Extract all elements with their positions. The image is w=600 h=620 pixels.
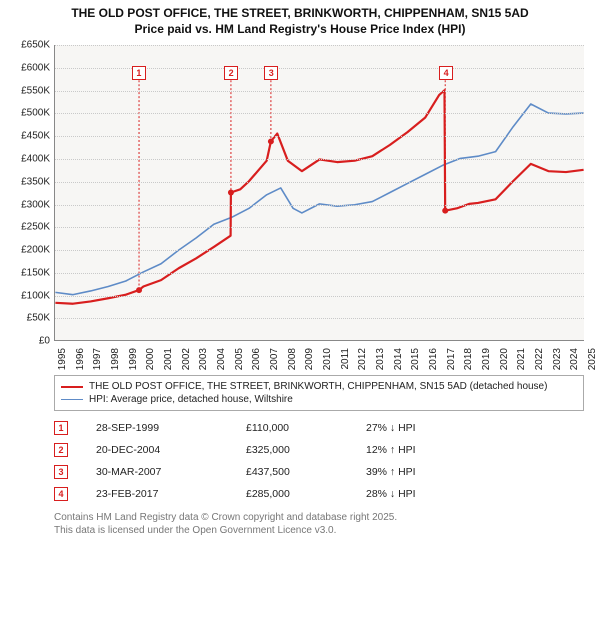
legend-label: THE OLD POST OFFICE, THE STREET, BRINKWO… — [89, 381, 547, 392]
sale-row-marker: 3 — [54, 465, 68, 479]
sale-row: 1 28-SEP-1999£110,00027% ↓ HPI — [54, 417, 590, 439]
x-axis-label: 1995 — [57, 348, 68, 378]
x-axis-label: 2011 — [340, 348, 351, 378]
x-axis-label: 2018 — [463, 348, 474, 378]
y-axis-label: £50K — [10, 313, 50, 324]
x-axis-label: 2002 — [181, 348, 192, 378]
x-axis-label: 2010 — [322, 348, 333, 378]
x-axis-label: 2003 — [198, 348, 209, 378]
footer-attribution: Contains HM Land Registry data © Crown c… — [54, 511, 590, 537]
sale-price: £325,000 — [246, 444, 366, 456]
sale-marker: 4 — [439, 66, 453, 80]
y-axis-label: £600K — [10, 62, 50, 73]
x-axis-label: 2015 — [410, 348, 421, 378]
sale-date: 20-DEC-2004 — [96, 444, 246, 456]
x-axis-label: 2024 — [569, 348, 580, 378]
sale-price: £110,000 — [246, 422, 366, 434]
sale-price: £437,500 — [246, 466, 366, 478]
legend-row: THE OLD POST OFFICE, THE STREET, BRINKWO… — [61, 380, 577, 393]
sale-row: 2 20-DEC-2004£325,00012% ↑ HPI — [54, 439, 590, 461]
y-axis-label: £450K — [10, 131, 50, 142]
x-axis-label: 2022 — [534, 348, 545, 378]
x-axis-label: 1997 — [92, 348, 103, 378]
sale-row-marker: 4 — [54, 487, 68, 501]
x-axis-label: 2008 — [287, 348, 298, 378]
sale-row-marker: 1 — [54, 421, 68, 435]
x-axis-label: 1998 — [110, 348, 121, 378]
legend-label: HPI: Average price, detached house, Wilt… — [89, 394, 293, 405]
chart-title: THE OLD POST OFFICE, THE STREET, BRINKWO… — [10, 6, 590, 37]
chart: 1 2 3 4 £0 £50K £100K £150K £200K £250K £300K £350… — [10, 41, 590, 371]
sale-row-marker: 2 — [54, 443, 68, 457]
x-axis-label: 2014 — [393, 348, 404, 378]
sale-date: 23-FEB-2017 — [96, 488, 246, 500]
sales-table: 1 28-SEP-1999£110,00027% ↓ HPI 2 20-DEC-200… — [54, 417, 590, 505]
x-axis-label: 2000 — [145, 348, 156, 378]
x-axis-label: 2021 — [516, 348, 527, 378]
y-axis-label: £650K — [10, 40, 50, 51]
y-axis-label: £550K — [10, 85, 50, 96]
x-axis-label: 2025 — [587, 348, 598, 378]
x-axis-label: 2017 — [446, 348, 457, 378]
legend: THE OLD POST OFFICE, THE STREET, BRINKWO… — [54, 375, 584, 411]
x-axis-label: 2020 — [499, 348, 510, 378]
x-axis-label: 2007 — [269, 348, 280, 378]
x-axis-label: 1996 — [75, 348, 86, 378]
y-axis-label: £200K — [10, 245, 50, 256]
y-axis-label: £500K — [10, 108, 50, 119]
x-axis-label: 2013 — [375, 348, 386, 378]
sale-delta: 39% ↑ HPI — [366, 466, 486, 478]
legend-row: HPI: Average price, detached house, Wilt… — [61, 393, 577, 406]
x-axis-label: 1999 — [128, 348, 139, 378]
sale-delta: 28% ↓ HPI — [366, 488, 486, 500]
sale-marker: 2 — [224, 66, 238, 80]
sale-delta: 27% ↓ HPI — [366, 422, 486, 434]
sale-price: £285,000 — [246, 488, 366, 500]
sale-delta: 12% ↑ HPI — [366, 444, 486, 456]
y-axis-label: £300K — [10, 199, 50, 210]
sale-date: 30-MAR-2007 — [96, 466, 246, 478]
x-axis-label: 2012 — [357, 348, 368, 378]
title-line-1: THE OLD POST OFFICE, THE STREET, BRINKWO… — [10, 6, 590, 22]
x-axis-label: 2004 — [216, 348, 227, 378]
title-line-2: Price paid vs. HM Land Registry's House … — [10, 22, 590, 38]
y-axis-label: £400K — [10, 154, 50, 165]
y-axis-label: £100K — [10, 290, 50, 301]
legend-swatch — [61, 399, 83, 400]
footer-line-2: This data is licensed under the Open Gov… — [54, 524, 590, 537]
y-axis-label: £0 — [10, 336, 50, 347]
x-axis-label: 2001 — [163, 348, 174, 378]
x-axis-label: 2005 — [234, 348, 245, 378]
plot-area: 1 2 3 4 — [54, 45, 584, 341]
y-axis-label: £150K — [10, 267, 50, 278]
x-axis-label: 2023 — [552, 348, 563, 378]
x-axis-label: 2016 — [428, 348, 439, 378]
x-axis-label: 2009 — [304, 348, 315, 378]
footer-line-1: Contains HM Land Registry data © Crown c… — [54, 511, 590, 524]
x-axis-label: 2019 — [481, 348, 492, 378]
sale-marker: 3 — [264, 66, 278, 80]
sale-marker: 1 — [132, 66, 146, 80]
x-axis-label: 2006 — [251, 348, 262, 378]
sale-date: 28-SEP-1999 — [96, 422, 246, 434]
sale-row: 4 23-FEB-2017£285,00028% ↓ HPI — [54, 483, 590, 505]
y-axis-label: £250K — [10, 222, 50, 233]
sale-row: 3 30-MAR-2007£437,50039% ↑ HPI — [54, 461, 590, 483]
y-axis-label: £350K — [10, 176, 50, 187]
legend-swatch — [61, 386, 83, 388]
